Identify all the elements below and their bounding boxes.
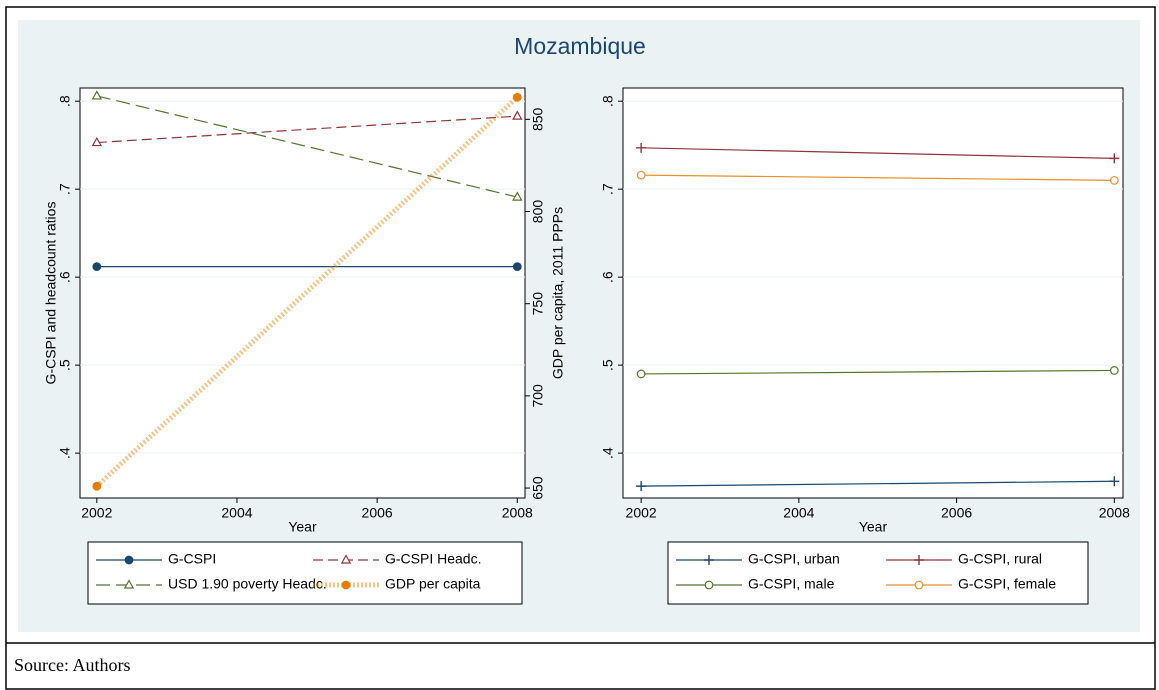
y-tick-label: .8 bbox=[57, 95, 73, 107]
series-line bbox=[641, 174, 1115, 181]
legend-label: G-CSPI bbox=[168, 551, 216, 567]
y2-tick-label: 650 bbox=[530, 476, 546, 500]
legend-marker bbox=[914, 580, 924, 590]
legend-marker bbox=[704, 580, 714, 590]
marker bbox=[512, 191, 523, 201]
marker bbox=[1109, 175, 1119, 185]
y2-tick-label: 750 bbox=[530, 292, 546, 316]
x-tick-label: 2002 bbox=[626, 505, 657, 521]
x-tick-label: 2004 bbox=[221, 505, 252, 521]
legend-box bbox=[667, 541, 1089, 605]
marker bbox=[91, 90, 103, 100]
marker bbox=[512, 262, 522, 272]
marker bbox=[636, 142, 647, 153]
y-tick-label: .7 bbox=[600, 183, 616, 195]
series-line bbox=[95, 95, 519, 489]
legend-marker bbox=[341, 580, 351, 590]
source-note: Source: Authors bbox=[14, 655, 131, 675]
legend-marker bbox=[340, 554, 352, 564]
y-tick-label: .4 bbox=[600, 447, 616, 459]
series-line bbox=[641, 147, 1115, 159]
legend-marker bbox=[914, 555, 924, 565]
legend-label: G-CSPI, female bbox=[958, 576, 1056, 592]
series-line bbox=[96, 115, 518, 144]
marker bbox=[636, 170, 646, 180]
marker bbox=[1109, 153, 1120, 164]
marker bbox=[512, 110, 523, 120]
marker bbox=[636, 369, 646, 379]
marker bbox=[92, 262, 102, 272]
y-tick-label: .8 bbox=[600, 95, 616, 107]
plot-area bbox=[79, 87, 526, 499]
legend-label: GDP per capita bbox=[385, 576, 481, 592]
graph-title: Mozambique bbox=[514, 33, 646, 59]
y2-tick-label: 800 bbox=[530, 200, 546, 224]
legend-marker bbox=[124, 555, 134, 565]
x-tick-label: 2006 bbox=[941, 505, 972, 521]
legend-label: G-CSPI, urban bbox=[748, 551, 840, 567]
marker bbox=[636, 481, 647, 492]
legend-label: G-CSPI Headc. bbox=[385, 551, 481, 567]
x-tick-label: 2006 bbox=[362, 505, 393, 521]
legend-marker bbox=[123, 579, 135, 589]
y-tick-label: .5 bbox=[57, 359, 73, 371]
y-tick-label: .5 bbox=[600, 359, 616, 371]
x-tick-label: 2002 bbox=[81, 505, 112, 521]
marker bbox=[1109, 476, 1120, 487]
y-tick-label: .6 bbox=[57, 271, 73, 283]
x-axis-label: Year bbox=[288, 519, 317, 535]
y2-tick-label: 850 bbox=[530, 107, 546, 131]
marker bbox=[512, 92, 522, 102]
y-axis-label: G-CSPI and headcount ratios bbox=[43, 202, 59, 385]
legend-label: G-CSPI, rural bbox=[958, 551, 1042, 567]
y-tick-label: .4 bbox=[57, 447, 73, 459]
legend-box bbox=[87, 541, 523, 605]
x-axis-label: Year bbox=[859, 519, 888, 535]
marker bbox=[91, 136, 103, 147]
legend-label: USD 1.90 poverty Headc. bbox=[168, 576, 327, 592]
series-line bbox=[641, 369, 1115, 375]
y-tick-label: .7 bbox=[57, 183, 73, 195]
x-tick-label: 2008 bbox=[1099, 505, 1130, 521]
y2-tick-label: 700 bbox=[530, 384, 546, 408]
marker bbox=[92, 481, 102, 491]
y2-axis-label: GDP per capita, 2011 PPPs bbox=[550, 207, 566, 379]
series-line bbox=[641, 480, 1115, 487]
marker bbox=[1109, 366, 1119, 375]
legend-marker bbox=[704, 555, 714, 565]
series-line bbox=[96, 95, 518, 198]
y-tick-label: .6 bbox=[600, 271, 616, 283]
x-tick-label: 2008 bbox=[502, 505, 533, 521]
legend-label: G-CSPI, male bbox=[748, 576, 835, 592]
x-tick-label: 2004 bbox=[783, 505, 814, 521]
